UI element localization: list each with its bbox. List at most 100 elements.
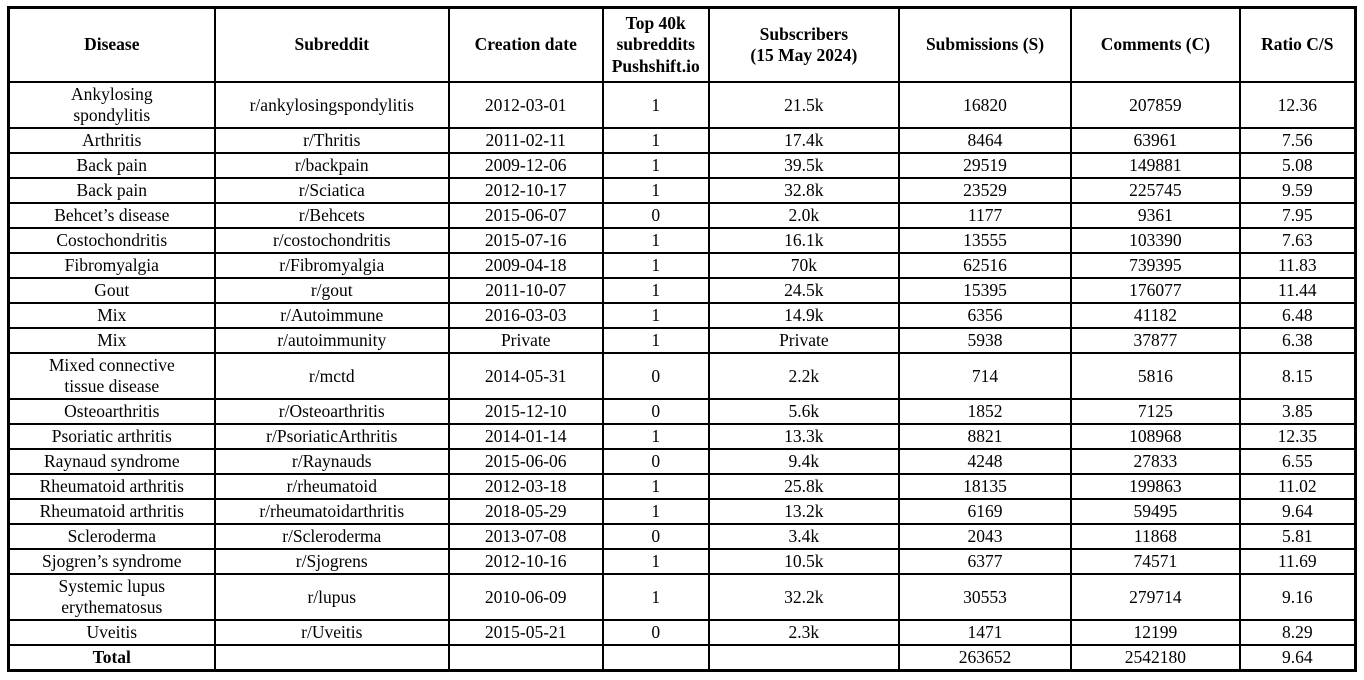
cell-creation_date: 2013-07-08: [447, 523, 604, 551]
cell-comments: 207859: [1070, 81, 1241, 130]
cell-ratio: 6.55: [1238, 448, 1357, 476]
table-row: Psoriatic arthritis r/PsoriaticArthritis 2…: [7, 423, 1357, 451]
cell-disease: Rheumatoid arthritis: [7, 498, 216, 526]
cell-creation_date: 2015-12-10: [447, 398, 604, 426]
cell-subreddit: r/lupus: [213, 573, 450, 622]
cell-creation_date: 2010-06-09: [447, 573, 604, 622]
cell-subreddit: r/Scleroderma: [213, 523, 450, 551]
cell-submissions: 29519: [897, 152, 1073, 180]
cell-top40k: 1: [601, 152, 710, 180]
cell-comments: 199863: [1070, 473, 1241, 501]
cell-comments: 739395: [1070, 252, 1241, 280]
cell-disease: Mix: [7, 302, 216, 330]
table-row: Fibromyalgia r/Fibromyalgia 2009-04-18 1 70k…: [7, 252, 1357, 280]
cell-disease: Gout: [7, 277, 216, 305]
cell-top40k: 1: [601, 252, 710, 280]
cell-subreddit: r/Behcets: [213, 202, 450, 230]
column-header-top40k: Top 40k subreddits Pushshift.io: [601, 6, 710, 84]
cell-subscribers: 14.9k: [707, 302, 900, 330]
cell-ratio: 11.44: [1238, 277, 1357, 305]
cell-creation_date: 2015-06-06: [447, 448, 604, 476]
cell-comments: 7125: [1070, 398, 1241, 426]
cell-submissions: 6377: [897, 548, 1073, 576]
column-header-subscribers: Subscribers (15 May 2024): [707, 6, 900, 84]
cell-creation_date: 2014-01-14: [447, 423, 604, 451]
cell-submissions: 8821: [897, 423, 1073, 451]
cell-disease: Mix: [7, 327, 216, 355]
cell-subreddit: r/Autoimmune: [213, 302, 450, 330]
cell-subscribers: 13.2k: [707, 498, 900, 526]
cell-ratio: 7.56: [1238, 127, 1357, 155]
column-header-disease: Disease: [7, 6, 216, 84]
cell-top40k: 1: [601, 127, 710, 155]
cell-submissions: 8464: [897, 127, 1073, 155]
table-row: Raynaud syndrome r/Raynauds 2015-06-06 0 9.4…: [7, 448, 1357, 476]
cell-creation_date: 2012-10-16: [447, 548, 604, 576]
cell-ratio: 11.83: [1238, 252, 1357, 280]
cell-creation_date: 2016-03-03: [447, 302, 604, 330]
cell-ratio: 8.15: [1238, 352, 1357, 401]
cell-subreddit: r/rheumatoidarthritis: [213, 498, 450, 526]
cell-subscribers: 2.3k: [707, 619, 900, 647]
cell-subreddit: r/Osteoarthritis: [213, 398, 450, 426]
cell-subscribers: 2.0k: [707, 202, 900, 230]
cell-subscribers: Private: [707, 327, 900, 355]
cell-ratio: 11.02: [1238, 473, 1357, 501]
cell-ratio: 8.29: [1238, 619, 1357, 647]
cell-comments: 225745: [1070, 177, 1241, 205]
table-header: Disease Subreddit Creation date Top 40k sub…: [7, 6, 1357, 84]
cell-subscribers: 3.4k: [707, 523, 900, 551]
cell-subscribers: 9.4k: [707, 448, 900, 476]
table-row: Costochondritis r/costochondritis 2015-07-…: [7, 227, 1357, 255]
cell-creation_date: 2015-07-16: [447, 227, 604, 255]
cell-ratio: 9.64: [1238, 644, 1357, 672]
cell-submissions: 1852: [897, 398, 1073, 426]
cell-top40k: 0: [601, 619, 710, 647]
table-row: Rheumatoid arthritis r/rheumatoid 2012-03-…: [7, 473, 1357, 501]
table-row: Behcet’s disease r/Behcets 2015-06-07 0 2.0k…: [7, 202, 1357, 230]
cell-creation_date: 2018-05-29: [447, 498, 604, 526]
column-header-subreddit: Subreddit: [213, 6, 450, 84]
table-row: Sjogren’s syndrome r/Sjogrens 2012-10-16 1 1…: [7, 548, 1357, 576]
table-body: Ankylosing spondylitis r/ankylosingspondy…: [7, 81, 1357, 672]
table-row: Uveitis r/Uveitis 2015-05-21 0 2.3k 1471 12199…: [7, 619, 1357, 647]
cell-creation_date: 2012-03-01: [447, 81, 604, 130]
cell-top40k: 1: [601, 81, 710, 130]
cell-top40k: 0: [601, 398, 710, 426]
table-row: Arthritis r/Thritis 2011-02-11 1 17.4k 8464 63…: [7, 127, 1357, 155]
cell-creation_date: 2015-05-21: [447, 619, 604, 647]
cell-subreddit: r/Fibromyalgia: [213, 252, 450, 280]
table-row: Back pain r/backpain 2009-12-06 1 39.5k 29519…: [7, 152, 1357, 180]
cell-comments: 12199: [1070, 619, 1241, 647]
cell-submissions: 714: [897, 352, 1073, 401]
cell-top40k: 1: [601, 498, 710, 526]
cell-disease: Sjogren’s syndrome: [7, 548, 216, 576]
cell-submissions: 4248: [897, 448, 1073, 476]
table-row: Rheumatoid arthritis r/rheumatoidarthriti…: [7, 498, 1357, 526]
cell-subscribers: 17.4k: [707, 127, 900, 155]
cell-top40k: 1: [601, 423, 710, 451]
table-row: Back pain r/Sciatica 2012-10-17 1 32.8k 23529…: [7, 177, 1357, 205]
cell-top40k: 0: [601, 523, 710, 551]
cell-subscribers: 2.2k: [707, 352, 900, 401]
cell-ratio: 12.35: [1238, 423, 1357, 451]
cell-comments: 149881: [1070, 152, 1241, 180]
table-row: Osteoarthritis r/Osteoarthritis 2015-12-10…: [7, 398, 1357, 426]
cell-comments: 279714: [1070, 573, 1241, 622]
cell-subreddit: r/gout: [213, 277, 450, 305]
cell-ratio: 3.85: [1238, 398, 1357, 426]
cell-disease: Uveitis: [7, 619, 216, 647]
cell-submissions: 15395: [897, 277, 1073, 305]
cell-ratio: 7.95: [1238, 202, 1357, 230]
cell-subreddit: r/autoimmunity: [213, 327, 450, 355]
cell-submissions: 1471: [897, 619, 1073, 647]
table-row: Mixed connective tissue disease r/mctd 201…: [7, 352, 1357, 401]
cell-top40k: 0: [601, 448, 710, 476]
cell-disease: Costochondritis: [7, 227, 216, 255]
cell-disease: Scleroderma: [7, 523, 216, 551]
cell-disease: Fibromyalgia: [7, 252, 216, 280]
cell-subscribers: 13.3k: [707, 423, 900, 451]
cell-subscribers: 70k: [707, 252, 900, 280]
cell-disease: Behcet’s disease: [7, 202, 216, 230]
